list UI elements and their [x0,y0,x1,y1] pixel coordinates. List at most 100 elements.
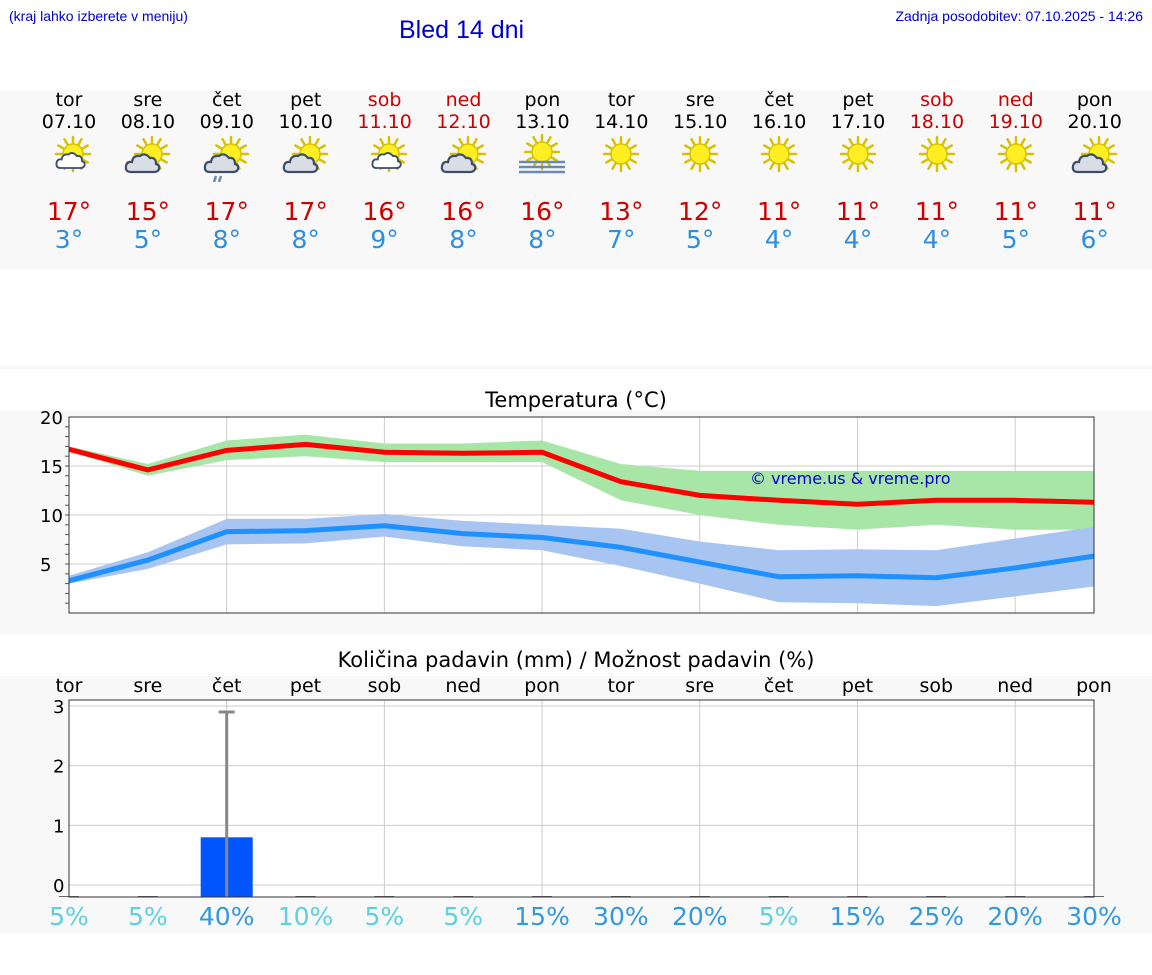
precip-day-label: tor [607,675,635,697]
precip-day-label: sob [367,675,402,697]
max-temp: 17° [283,197,328,226]
precip-y-tick-label: 0 [53,876,64,897]
precip-day-label: pet [841,675,874,697]
fog-sun-icon [517,132,567,186]
precip-probability: 15% [514,902,570,931]
day-date: 07.10 [41,111,97,133]
day-name: tor [607,89,635,111]
precip-day-label: tor [55,675,83,697]
precip-probability: 5% [128,902,168,931]
precip-probability: 10% [277,902,334,931]
precip-title: Količina padavin (mm) / Možnost padavin … [337,648,815,672]
precip-day-label: pon [524,675,560,697]
max-temp: 15° [125,197,171,226]
precip-probability: 5% [443,902,484,931]
day-name: pet [842,89,874,111]
day-date: 16.10 [751,111,807,133]
day-name: pet [290,89,322,111]
min-temp: 3° [54,225,84,254]
forecast-band [0,90,1152,270]
max-temp: 12° [678,197,723,226]
partly-cloudy-icon [360,132,410,186]
day-name: sob [367,89,402,111]
cloudy-sun-icon [281,132,331,186]
min-temp: 9° [370,225,399,254]
day-name: tor [55,89,83,111]
day-date: 14.10 [594,111,649,133]
precip-day-label: ned [445,675,482,697]
min-temp: 4° [843,225,873,254]
temperature-title: Temperatura (°C) [485,388,667,412]
max-temp: 11° [1072,197,1117,226]
min-temp: 5° [133,225,163,254]
cloudy-sun-icon [439,132,489,186]
precip-y-tick-label: 1 [53,816,64,837]
precip-probability: 20% [671,902,728,931]
max-temp: 13° [599,197,644,226]
day-name: čet [764,89,794,111]
precip-probability: 40% [198,902,255,931]
min-temp: 8° [449,225,478,254]
precip-y-tick-label: 3 [53,697,64,718]
precip-day-label: sre [685,675,715,697]
max-temp: 16° [441,197,486,226]
day-date: 13.10 [515,111,570,133]
y-tick-label: 5 [40,555,51,576]
day-name: ned [445,89,482,111]
precip-day-label: pet [289,675,322,697]
day-name: pon [524,89,561,111]
min-temp: 4° [764,225,794,254]
min-temp: 5° [685,225,715,254]
precip-probability: 25% [908,902,965,931]
min-temp: 6° [1080,225,1109,254]
sun-icon [912,132,962,186]
precip-y-tick-label: 2 [53,757,64,778]
precip-day-label: čet [211,675,242,697]
precip-probability: 20% [987,902,1043,931]
sun-icon [991,132,1041,186]
max-temp-line [68,441,1095,507]
precip-probability: 30% [593,902,649,931]
max-temp: 11° [835,197,881,226]
min-temp: 8° [528,225,557,254]
location-hint: (kraj lahko izberete v meniju) [9,8,188,24]
max-temp: 16° [362,197,407,226]
precip-day-label: sre [133,675,163,697]
day-name: sob [920,89,954,111]
min-temp-line [68,523,1095,584]
precip-day-label: sob [919,675,954,697]
y-tick-label: 20 [40,408,63,429]
min-temp: 8° [291,225,320,254]
last-updated: Zadnja posodobitev: 07.10.2025 - 14:26 [895,8,1143,24]
max-temp: 11° [756,197,802,226]
sun-icon [596,132,646,186]
day-date: 18.10 [909,111,965,133]
max-temp: 17° [204,197,249,226]
partly-cloudy-icon [44,132,94,186]
cloudy-sun-icon [1070,132,1120,186]
temperature-frame [68,416,1095,614]
cloudy-sun-icon [123,132,173,186]
precip-day-label: čet [763,675,794,697]
day-date: 10.10 [278,111,333,133]
cloud-rain-sun-icon [202,132,252,186]
min-temp: 8° [212,225,241,254]
max-temp: 17° [46,197,92,226]
precip-probability: 30% [1066,902,1122,931]
precip-day-label: pon [1076,675,1112,697]
sun-icon [754,132,804,186]
divider [0,366,1152,369]
day-name: sre [685,89,715,111]
day-date: 20.10 [1067,111,1122,133]
max-range-band [69,434,1094,530]
precip-probability: 5% [758,902,799,931]
watermark: © vreme.us & vreme.pro [750,469,951,488]
min-temp: 7° [607,225,636,254]
precip-probability: 5% [49,902,89,931]
day-date: 19.10 [988,111,1043,133]
precip-probability: 5% [364,902,405,931]
page-title: Bled 14 dni [399,16,525,44]
y-tick-label: 15 [40,457,63,478]
max-temp: 11° [993,197,1038,226]
